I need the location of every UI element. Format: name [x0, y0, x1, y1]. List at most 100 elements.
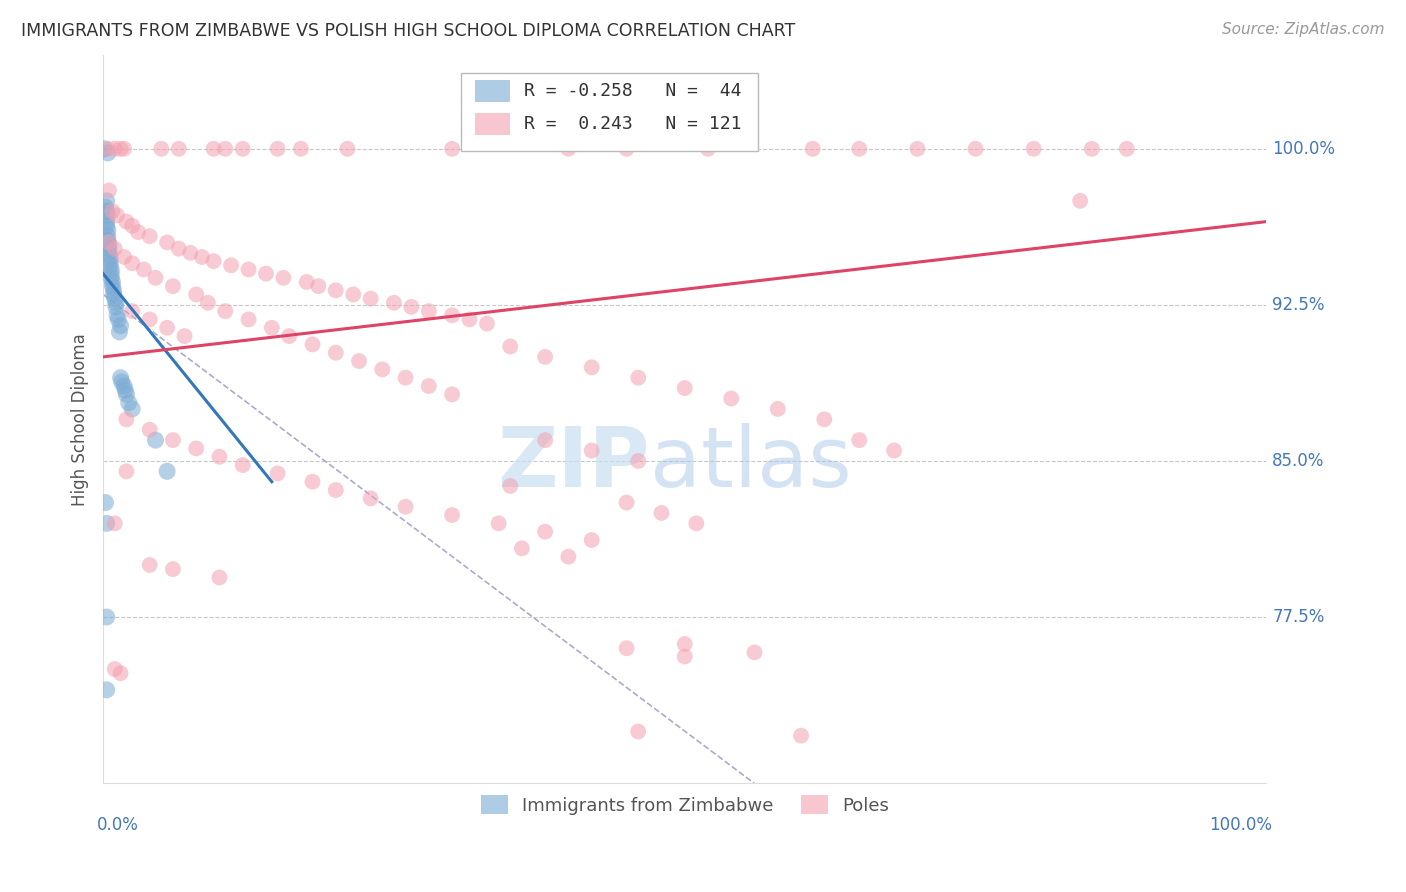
Point: [1081, 142, 1104, 156]
Point: [325, 483, 347, 497]
Point: [325, 345, 347, 359]
Point: [101, 275, 124, 289]
Point: [121, 401, 143, 416]
Point: [616, 142, 638, 156]
Point: [238, 312, 260, 326]
Point: [138, 229, 160, 244]
Point: [744, 645, 766, 659]
Point: [307, 279, 329, 293]
Point: [103, 287, 125, 301]
Point: [104, 295, 127, 310]
Point: [97, 208, 120, 222]
Point: [260, 320, 283, 334]
Point: [111, 375, 134, 389]
Point: [156, 320, 179, 334]
Point: [104, 516, 127, 531]
Point: [202, 254, 225, 268]
Point: [883, 443, 905, 458]
Text: 77.5%: 77.5%: [1272, 608, 1324, 626]
Point: [186, 442, 208, 456]
Point: [401, 300, 423, 314]
Text: 85.0%: 85.0%: [1272, 452, 1324, 470]
Point: [98, 250, 121, 264]
Point: [105, 208, 128, 222]
Point: [96, 214, 118, 228]
Text: 100.0%: 100.0%: [1209, 816, 1272, 834]
Point: [115, 387, 138, 401]
Point: [98, 258, 121, 272]
Point: [132, 262, 155, 277]
Point: [418, 304, 440, 318]
Point: [342, 287, 364, 301]
Point: [232, 458, 254, 472]
Point: [534, 350, 557, 364]
Point: [162, 433, 184, 447]
Point: [214, 142, 236, 156]
Point: [186, 287, 208, 301]
Point: [219, 258, 242, 272]
Point: [790, 729, 813, 743]
Point: [96, 682, 118, 697]
Point: [394, 500, 416, 514]
Point: [685, 516, 707, 531]
Point: [96, 204, 118, 219]
Point: [273, 270, 295, 285]
Point: [101, 279, 124, 293]
Point: [581, 533, 603, 547]
Point: [441, 142, 464, 156]
Point: [127, 225, 149, 239]
Point: [238, 262, 260, 277]
Point: [202, 142, 225, 156]
Point: [114, 383, 136, 397]
Point: [115, 214, 138, 228]
Text: ZIP: ZIP: [498, 423, 650, 503]
Point: [156, 235, 179, 250]
Point: [100, 270, 122, 285]
Point: [673, 381, 696, 395]
Point: [97, 245, 120, 260]
Point: [156, 464, 179, 478]
Point: [197, 295, 219, 310]
Point: [97, 183, 120, 197]
Text: R =  0.243   N = 121: R = 0.243 N = 121: [524, 115, 742, 133]
FancyBboxPatch shape: [461, 72, 758, 152]
Point: [394, 370, 416, 384]
Point: [97, 229, 120, 244]
Point: [557, 142, 579, 156]
Text: 0.0%: 0.0%: [97, 816, 139, 834]
Point: [110, 142, 132, 156]
Text: R = -0.258   N =  44: R = -0.258 N = 44: [524, 82, 742, 100]
Y-axis label: High School Diploma: High School Diploma: [72, 333, 89, 506]
Point: [301, 475, 323, 489]
Text: 92.5%: 92.5%: [1272, 296, 1324, 314]
Point: [145, 270, 167, 285]
Point: [108, 325, 131, 339]
Point: [290, 142, 312, 156]
Point: [813, 412, 835, 426]
Point: [616, 641, 638, 656]
Point: [121, 256, 143, 270]
Point: [93, 142, 115, 156]
Point: [97, 142, 120, 156]
Point: [150, 142, 173, 156]
Point: [138, 558, 160, 572]
Point: [104, 300, 127, 314]
Point: [145, 433, 167, 447]
Legend: Immigrants from Zimbabwe, Poles: Immigrants from Zimbabwe, Poles: [474, 788, 896, 822]
Point: [499, 339, 522, 353]
Point: [1115, 142, 1137, 156]
Point: [96, 516, 118, 531]
Point: [104, 662, 127, 676]
Point: [101, 204, 124, 219]
Text: IMMIGRANTS FROM ZIMBABWE VS POLISH HIGH SCHOOL DIPLOMA CORRELATION CHART: IMMIGRANTS FROM ZIMBABWE VS POLISH HIGH …: [21, 22, 796, 40]
Point: [360, 491, 382, 506]
Point: [115, 412, 138, 426]
Point: [104, 292, 127, 306]
Point: [162, 562, 184, 576]
Point: [112, 379, 135, 393]
Point: [94, 495, 117, 509]
Point: [173, 329, 195, 343]
Point: [97, 223, 120, 237]
Point: [97, 237, 120, 252]
Point: [581, 443, 603, 458]
